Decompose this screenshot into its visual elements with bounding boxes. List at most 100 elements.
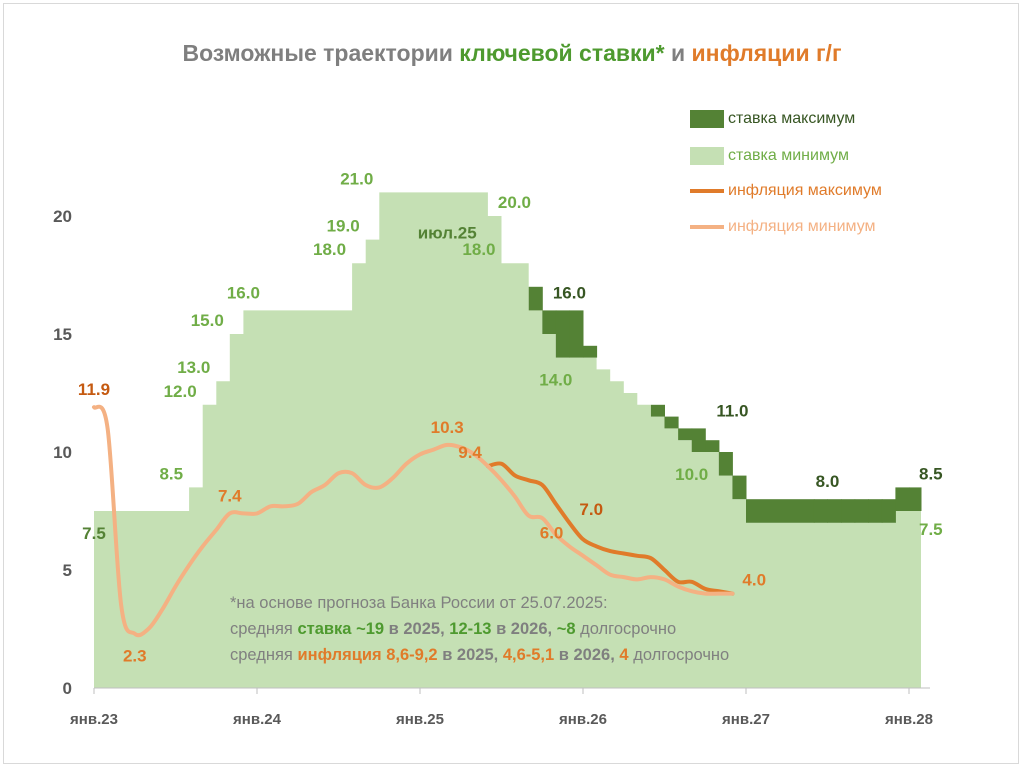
data-label: 21.0 bbox=[340, 169, 373, 188]
data-label: 20.0 bbox=[498, 193, 531, 212]
data-label: 16.0 bbox=[553, 283, 586, 302]
note-2e: 12-13 bbox=[449, 620, 492, 638]
legend-label: инфляция максимум bbox=[728, 182, 882, 199]
note-2f: в 2026, bbox=[496, 620, 553, 638]
rate-max-block bbox=[827, 499, 842, 523]
x-tick-label: янв.28 bbox=[885, 711, 933, 728]
title-part-3: и bbox=[671, 40, 686, 66]
title-part-1: Возможные траектории bbox=[182, 40, 453, 66]
rate-max-block bbox=[705, 440, 720, 452]
data-label: 16.0 bbox=[227, 283, 260, 302]
legend-label: ставка максимум bbox=[728, 110, 856, 127]
legend-item: ставка минимум bbox=[690, 145, 849, 167]
data-label: 11.9 bbox=[78, 380, 110, 399]
data-label: 4.0 bbox=[742, 571, 766, 590]
data-label: 7.5 bbox=[919, 520, 943, 539]
data-label: 7.4 bbox=[218, 486, 242, 505]
rate-max-block bbox=[841, 499, 856, 523]
legend-label: инфляция минимум bbox=[728, 218, 876, 235]
note-3h: долгосрочно bbox=[633, 646, 730, 664]
note-line-1-text: *на основе прогноза Банка России от 25.0… bbox=[230, 594, 608, 612]
rate-max-block bbox=[528, 286, 543, 311]
rate-max-block bbox=[881, 499, 896, 523]
x-tick-label: янв.25 bbox=[396, 711, 444, 728]
data-label: 18.0 bbox=[462, 240, 495, 259]
y-tick-label: 15 bbox=[53, 325, 72, 344]
rate-max-block bbox=[813, 499, 828, 523]
data-label: июл.25 bbox=[418, 224, 477, 243]
rate-max-block bbox=[895, 487, 910, 511]
data-label: 13.0 bbox=[177, 358, 210, 377]
rate-max-block bbox=[854, 499, 869, 523]
rate-max-block bbox=[691, 428, 706, 452]
title-part-2: ключевой ставки* bbox=[459, 40, 665, 66]
note-2h: долгосрочно bbox=[580, 620, 677, 638]
rate-max-block bbox=[664, 416, 679, 429]
x-tick-label: янв.23 bbox=[70, 711, 118, 728]
data-label: 9.4 bbox=[458, 443, 482, 462]
data-label: 19.0 bbox=[327, 217, 360, 236]
x-tick-label: янв.24 bbox=[233, 711, 282, 728]
legend-swatch-box bbox=[690, 110, 724, 128]
data-label: 7.5 bbox=[82, 524, 106, 543]
data-label: 8.0 bbox=[816, 472, 840, 491]
chart-frame bbox=[3, 3, 1019, 764]
x-tick-label: янв.27 bbox=[722, 711, 770, 728]
legend-label: ставка минимум bbox=[728, 147, 849, 164]
legend-swatch-line bbox=[690, 189, 724, 193]
x-tick-label: янв.26 bbox=[559, 711, 607, 728]
legend-item: инфляция минимум bbox=[690, 216, 876, 238]
note-2d: в 2025, bbox=[388, 620, 445, 638]
title-part-4: инфляции г/г bbox=[691, 40, 842, 66]
rate-max-block bbox=[732, 475, 747, 500]
y-tick-label: 20 bbox=[53, 207, 72, 226]
data-label: 8.5 bbox=[159, 464, 183, 483]
note-3e: 4,6-5,1 bbox=[502, 646, 555, 664]
y-tick-label: 10 bbox=[53, 443, 72, 462]
note-3d: в 2025, bbox=[442, 646, 499, 664]
note-line-1: *на основе прогноза Банка России от 25.0… bbox=[230, 594, 608, 613]
rate-min-area bbox=[94, 192, 936, 688]
note-3b: инфляция bbox=[297, 646, 382, 664]
note-2g: ~8 bbox=[556, 620, 576, 638]
legend-item: инфляция максимум bbox=[690, 180, 882, 202]
legend-item: ставка максимум bbox=[690, 108, 855, 130]
note-3g: 4 bbox=[619, 646, 629, 664]
rate-max-block bbox=[909, 487, 922, 511]
data-label: 6.0 bbox=[540, 523, 564, 542]
note-3f: в 2026, bbox=[558, 646, 615, 664]
rate-max-block bbox=[650, 404, 665, 417]
legend-swatch-box bbox=[690, 147, 724, 165]
note-3a: средняя bbox=[230, 646, 293, 664]
rate-max-block bbox=[718, 452, 733, 476]
rate-max-block bbox=[555, 310, 570, 358]
y-tick-label: 0 bbox=[63, 679, 72, 698]
rate-max-block bbox=[746, 499, 815, 523]
data-label: 12.0 bbox=[164, 382, 197, 401]
note-3c: 8,6-9,2 bbox=[386, 646, 438, 664]
legend-swatch-line bbox=[690, 225, 724, 229]
rate-max-block bbox=[868, 499, 883, 523]
data-label: 18.0 bbox=[313, 240, 346, 259]
inflation-min-line bbox=[92, 404, 735, 638]
note-line-2: средняя ставка ~19 в 2025, 12-13 в 2026,… bbox=[230, 620, 676, 639]
data-label: 8.5 bbox=[919, 464, 943, 483]
chart-title: Возможные траектории ключевой ставки* и … bbox=[0, 40, 1024, 67]
y-tick-label: 5 bbox=[63, 561, 72, 580]
data-label: 10.3 bbox=[431, 418, 464, 437]
inflation-max-line bbox=[485, 461, 735, 596]
data-label: 2.3 bbox=[123, 647, 147, 666]
note-line-3: средняя инфляция 8,6-9,2 в 2025, 4,6-5,1… bbox=[230, 646, 729, 665]
data-label: 11.0 bbox=[716, 401, 748, 420]
note-2a: средняя bbox=[230, 620, 293, 638]
rate-max-block bbox=[678, 428, 693, 441]
data-label: 7.0 bbox=[579, 500, 603, 519]
note-2c: ~19 bbox=[356, 620, 385, 638]
rate-max-block bbox=[569, 310, 584, 358]
note-2b: ставка bbox=[297, 620, 352, 638]
rate-max-block bbox=[542, 310, 557, 334]
data-label: 14.0 bbox=[539, 371, 572, 390]
data-label: 10.0 bbox=[675, 465, 708, 484]
rate-max-block bbox=[583, 345, 598, 358]
